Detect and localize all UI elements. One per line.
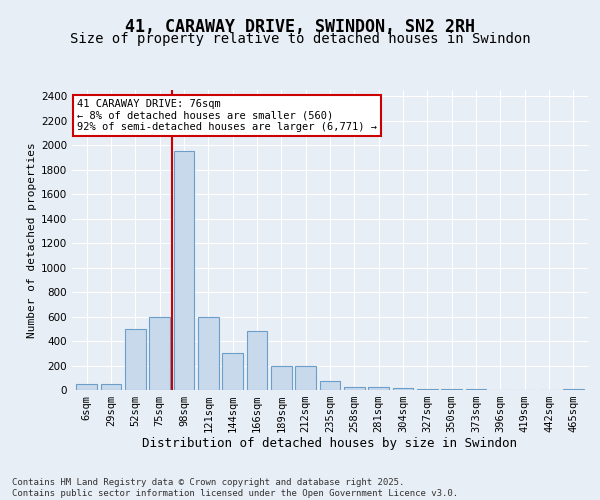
Text: Contains HM Land Registry data © Crown copyright and database right 2025.
Contai: Contains HM Land Registry data © Crown c…	[12, 478, 458, 498]
Bar	[247, 331, 268, 390]
Bar	[271, 366, 292, 390]
Bar	[344, 387, 365, 390]
Bar	[101, 384, 121, 390]
Bar	[368, 387, 389, 390]
Text: 41, CARAWAY DRIVE, SWINDON, SN2 2RH: 41, CARAWAY DRIVE, SWINDON, SN2 2RH	[125, 18, 475, 36]
Text: Size of property relative to detached houses in Swindon: Size of property relative to detached ho…	[70, 32, 530, 46]
Bar	[320, 381, 340, 390]
Bar	[125, 329, 146, 390]
Y-axis label: Number of detached properties: Number of detached properties	[27, 142, 37, 338]
Text: 41 CARAWAY DRIVE: 76sqm
← 8% of detached houses are smaller (560)
92% of semi-de: 41 CARAWAY DRIVE: 76sqm ← 8% of detached…	[77, 99, 377, 132]
Bar	[222, 354, 243, 390]
Bar	[198, 316, 218, 390]
Bar	[442, 389, 462, 390]
Bar	[76, 384, 97, 390]
X-axis label: Distribution of detached houses by size in Swindon: Distribution of detached houses by size …	[143, 436, 517, 450]
Bar	[392, 388, 413, 390]
Bar	[149, 316, 170, 390]
Bar	[173, 151, 194, 390]
Bar	[295, 366, 316, 390]
Bar	[417, 389, 438, 390]
